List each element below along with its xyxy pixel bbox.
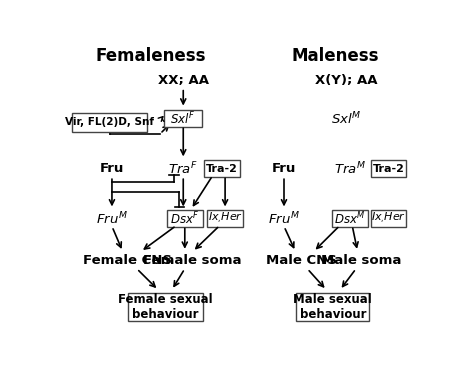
Text: Fru: Fru [272,162,296,175]
Text: $Sxl^F$: $Sxl^F$ [171,110,196,127]
Text: Tra-2: Tra-2 [373,164,405,174]
Text: Male CNS: Male CNS [265,254,337,268]
Text: Vir, FL(2)D, Snf: Vir, FL(2)D, Snf [65,117,154,127]
Text: Fru: Fru [100,162,124,175]
Text: $Dsx^F$: $Dsx^F$ [170,210,200,227]
Text: $Ix_{,}Her$: $Ix_{,}Her$ [208,211,243,226]
Text: $Dsx^M$: $Dsx^M$ [334,210,365,227]
FancyBboxPatch shape [371,160,406,177]
Text: Tra-2: Tra-2 [206,164,238,174]
Text: Male soma: Male soma [321,254,401,268]
Text: $Sxl^M$: $Sxl^M$ [331,110,361,127]
Text: Femaleness: Femaleness [95,47,206,65]
FancyBboxPatch shape [332,210,368,227]
FancyBboxPatch shape [296,293,369,321]
Text: Male sexual
behaviour: Male sexual behaviour [293,293,372,321]
FancyBboxPatch shape [371,210,406,227]
FancyBboxPatch shape [128,293,202,321]
FancyBboxPatch shape [167,210,202,227]
Text: $Tra^F$: $Tra^F$ [168,160,198,177]
Text: Maleness: Maleness [292,47,379,65]
Text: XX; AA: XX; AA [158,73,209,87]
Text: Female CNS: Female CNS [83,254,172,268]
Text: $Ix_{,}Her$: $Ix_{,}Her$ [371,211,406,226]
Text: X(Y); AA: X(Y); AA [315,73,377,87]
Text: $Tra^M$: $Tra^M$ [334,160,366,177]
Text: Female soma: Female soma [143,254,242,268]
FancyBboxPatch shape [164,110,202,127]
Text: $Fru^M$: $Fru^M$ [268,210,300,227]
Text: Female sexual
behaviour: Female sexual behaviour [118,293,213,321]
FancyBboxPatch shape [73,113,147,132]
FancyBboxPatch shape [207,210,243,227]
FancyBboxPatch shape [204,160,240,177]
Text: $Fru^M$: $Fru^M$ [96,210,128,227]
